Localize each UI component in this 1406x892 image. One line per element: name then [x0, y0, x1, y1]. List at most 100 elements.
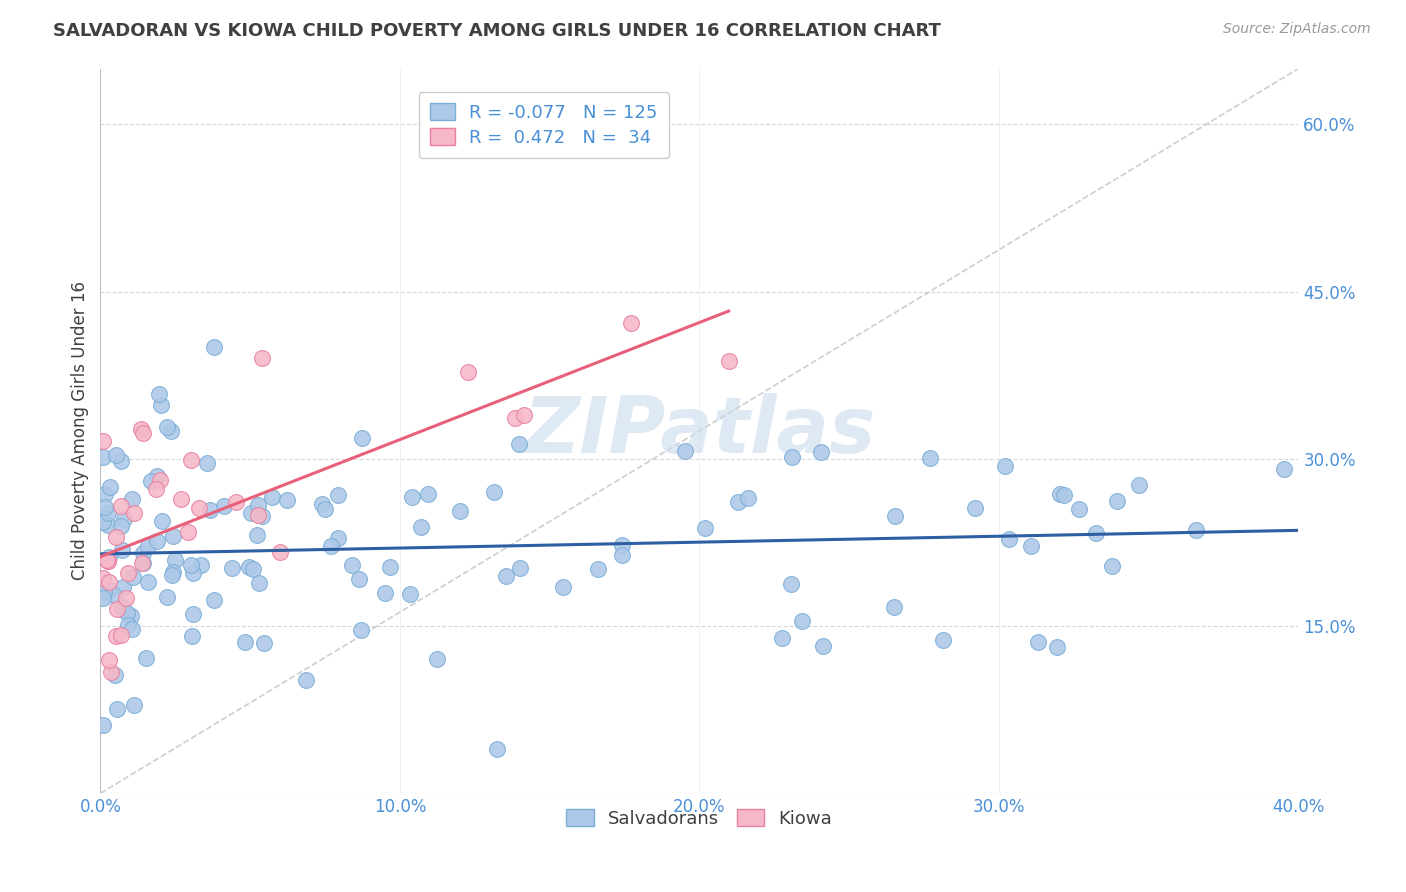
Point [426, 652, 449, 666]
Point [122, 569, 145, 583]
Point [1105, 493, 1128, 508]
Point [105, 448, 128, 462]
Point [132, 425, 155, 440]
Point [1019, 539, 1042, 553]
Point [1053, 488, 1076, 502]
Point [727, 495, 749, 509]
Point [260, 490, 283, 504]
Point [136, 574, 159, 589]
Point [146, 534, 169, 549]
Point [132, 545, 155, 559]
Point [104, 629, 127, 643]
Point [97, 553, 120, 567]
Point [717, 354, 740, 368]
Point [93, 515, 115, 529]
Point [620, 317, 643, 331]
Point [97, 518, 120, 533]
Point [810, 444, 832, 458]
Point [159, 425, 181, 439]
Point [238, 560, 260, 574]
Point [121, 622, 143, 636]
Point [93, 571, 115, 585]
Point [177, 524, 200, 539]
Point [93, 434, 115, 449]
Point [503, 411, 526, 425]
Point [1026, 635, 1049, 649]
Point [169, 491, 191, 506]
Point [1101, 559, 1123, 574]
Point [122, 698, 145, 713]
Point [181, 629, 204, 643]
Point [165, 552, 187, 566]
Point [93, 718, 115, 732]
Point [513, 408, 536, 422]
Point [110, 628, 132, 642]
Point [240, 506, 263, 520]
Point [122, 506, 145, 520]
Point [110, 499, 132, 513]
Point [247, 576, 270, 591]
Text: Source: ZipAtlas.com: Source: ZipAtlas.com [1223, 22, 1371, 37]
Point [252, 351, 274, 365]
Point [160, 568, 183, 582]
Point [269, 544, 291, 558]
Point [120, 609, 142, 624]
Point [110, 519, 132, 533]
Point [212, 499, 235, 513]
Point [737, 491, 759, 506]
Point [149, 398, 172, 412]
Point [117, 617, 139, 632]
Point [932, 632, 955, 647]
Point [233, 635, 256, 649]
Point [195, 456, 218, 470]
Point [156, 590, 179, 604]
Point [780, 450, 803, 465]
Point [1085, 525, 1108, 540]
Point [250, 508, 273, 523]
Point [378, 560, 401, 574]
Point [105, 702, 128, 716]
Point [553, 580, 575, 594]
Point [98, 583, 121, 598]
Point [190, 558, 212, 573]
Point [221, 560, 243, 574]
Point [457, 365, 479, 379]
Point [117, 566, 139, 581]
Point [780, 577, 803, 591]
Point [180, 558, 202, 572]
Point [110, 453, 132, 467]
Point [104, 668, 127, 682]
Point [1049, 487, 1071, 501]
Point [770, 631, 793, 645]
Point [180, 452, 202, 467]
Point [242, 562, 264, 576]
Point [114, 591, 136, 606]
Point [156, 419, 179, 434]
Point [610, 537, 633, 551]
Point [112, 512, 135, 526]
Point [963, 500, 986, 515]
Point [399, 587, 422, 601]
Point [311, 497, 333, 511]
Point [295, 673, 318, 688]
Point [148, 387, 170, 401]
Point [314, 502, 336, 516]
Point [883, 599, 905, 614]
Point [202, 340, 225, 354]
Point [131, 422, 153, 436]
Point [93, 585, 115, 599]
Point [135, 651, 157, 665]
Point [98, 549, 121, 564]
Point [103, 588, 125, 602]
Point [326, 488, 349, 502]
Point [508, 437, 530, 451]
Point [340, 558, 363, 572]
Point [181, 566, 204, 581]
Point [121, 492, 143, 507]
Point [1067, 501, 1090, 516]
Point [111, 599, 134, 614]
Point [98, 653, 121, 667]
Point [162, 529, 184, 543]
Point [100, 665, 122, 679]
Point [450, 503, 472, 517]
